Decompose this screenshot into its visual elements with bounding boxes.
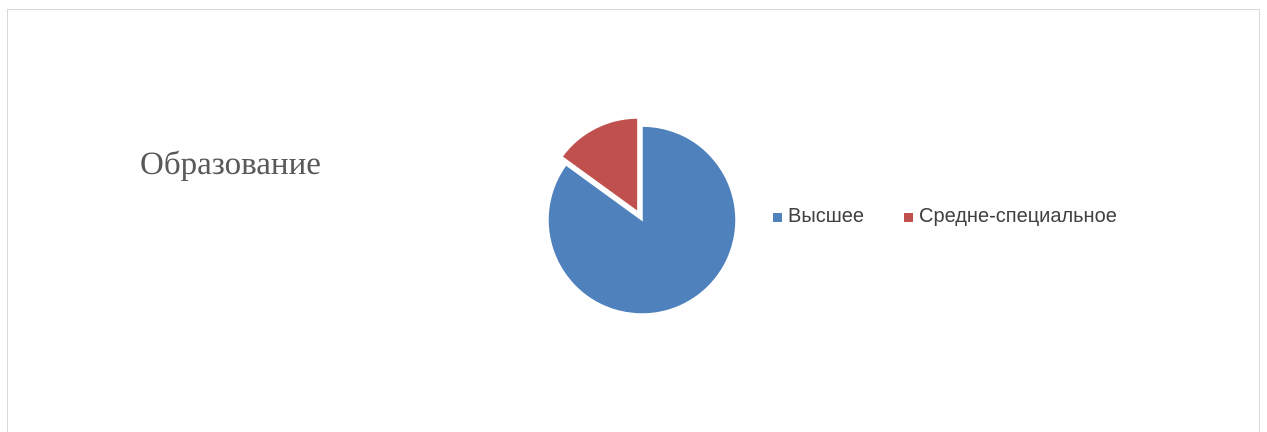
legend-swatch-sredne-specialnoe [904,213,914,222]
legend-label-sredne-specialnoe: Средне-специальное [919,205,1117,227]
chart-title: Образование [140,146,321,182]
legend-label-vysshee: Высшее [788,205,865,227]
legend-item-vysshee: Высшее [773,205,864,228]
legend-swatch-vysshee [773,213,782,222]
pie-slice-0 [547,125,737,315]
cropped-text-fragment [0,0,160,6]
legend: Высшее Средне-специальное [773,205,1117,228]
legend-item-sredne-specialnoe: Средне-специальное [904,205,1117,228]
pie-slice-1 [560,117,639,214]
pie-chart [547,117,737,315]
